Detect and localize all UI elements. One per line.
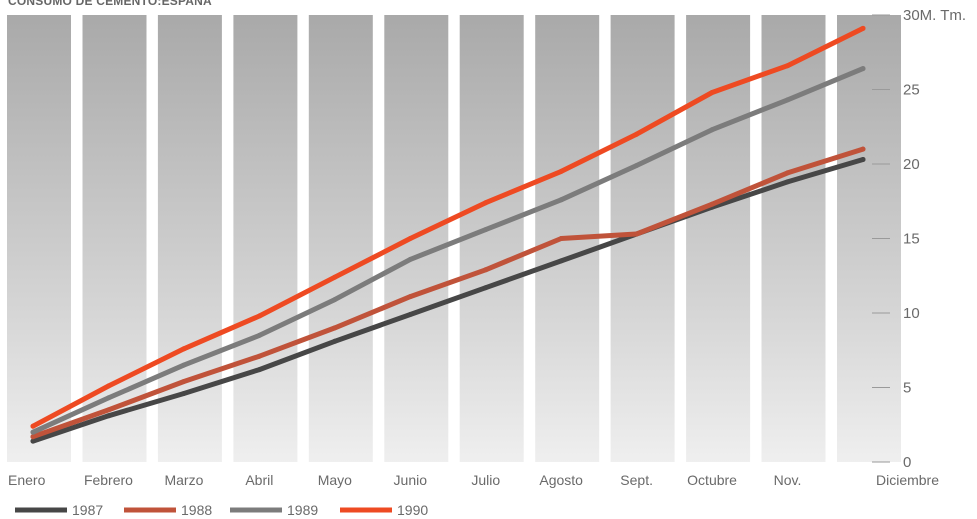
x-axis: Enero Febrero Marzo Abril Mayo Junio Julio Agos… xyxy=(8,472,939,488)
background-band xyxy=(761,15,826,462)
y-tick-label: 5 xyxy=(903,380,911,397)
data-point-1987 xyxy=(558,258,564,264)
data-point-1989 xyxy=(860,66,866,72)
legend-label: 1987 xyxy=(72,502,103,518)
x-tick-label: Junio xyxy=(394,472,428,488)
legend-label: 1989 xyxy=(287,502,318,518)
data-point-1988 xyxy=(332,325,338,331)
data-point-1988 xyxy=(634,231,640,237)
background-band xyxy=(837,15,901,462)
data-point-1988 xyxy=(558,236,564,241)
data-point-1990 xyxy=(181,346,187,352)
data-point-1990 xyxy=(634,131,640,137)
data-point-1988 xyxy=(181,379,187,384)
data-point-1990 xyxy=(860,25,866,31)
data-point-1988 xyxy=(256,353,262,359)
background-band xyxy=(308,15,373,462)
data-point-1988 xyxy=(860,146,866,152)
data-point-1990 xyxy=(407,236,413,241)
x-tick-label: Octubre xyxy=(687,472,737,488)
series-line-1987 xyxy=(30,157,866,444)
series-lines xyxy=(30,25,866,444)
data-point-1988 xyxy=(30,434,36,440)
x-tick-label: Febrero xyxy=(84,472,133,488)
legend: 1987 1988 1989 1990 xyxy=(15,502,428,518)
data-point-1987 xyxy=(106,413,111,419)
data-point-1987 xyxy=(407,312,413,317)
data-point-1989 xyxy=(181,362,187,368)
y-tick-label: 25 xyxy=(903,82,920,99)
data-point-1990 xyxy=(785,63,790,69)
data-point-1989 xyxy=(634,163,640,168)
data-point-1990 xyxy=(558,168,564,174)
data-point-1989 xyxy=(483,227,489,233)
data-point-1988 xyxy=(709,201,715,207)
data-point-1990 xyxy=(256,313,262,319)
series-line-1990 xyxy=(30,25,866,429)
data-point-1988 xyxy=(483,267,489,273)
background-band xyxy=(233,15,298,462)
y-axis: 0 5 10 15 20 25 30M. Tm. xyxy=(872,7,966,471)
x-tick-label: Mayo xyxy=(318,472,352,488)
data-point-1990 xyxy=(709,90,715,95)
legend-label: 1988 xyxy=(181,502,212,518)
x-tick-label: Abril xyxy=(245,472,273,488)
y-tick-label: 15 xyxy=(903,231,920,248)
y-tick-label: 30M. Tm. xyxy=(903,7,966,24)
data-point-1990 xyxy=(332,274,338,280)
x-tick-label: Agosto xyxy=(539,472,583,488)
y-tick-label: 0 xyxy=(903,454,911,471)
background-band xyxy=(384,15,449,462)
data-point-1989 xyxy=(30,429,36,435)
y-tick-label: 10 xyxy=(903,305,920,322)
y-tick-label: 20 xyxy=(903,156,920,173)
data-point-1987 xyxy=(332,338,338,344)
data-point-1988 xyxy=(785,170,790,176)
data-point-1988 xyxy=(106,407,111,413)
data-point-1989 xyxy=(407,256,413,262)
data-point-1989 xyxy=(709,127,715,133)
data-point-1987 xyxy=(860,157,866,162)
data-point-1989 xyxy=(332,297,338,303)
data-point-1989 xyxy=(785,97,790,103)
data-point-1987 xyxy=(181,391,187,396)
x-tick-label: Julio xyxy=(471,472,500,488)
data-point-1987 xyxy=(30,438,36,444)
legend-label: 1990 xyxy=(397,502,428,518)
x-tick-label: Diciembre xyxy=(876,472,939,488)
series-line-1989 xyxy=(30,66,866,435)
data-point-1990 xyxy=(30,423,36,429)
series-line-1988 xyxy=(30,146,866,440)
data-point-1987 xyxy=(256,367,262,373)
data-point-1989 xyxy=(106,395,111,401)
data-point-1987 xyxy=(785,179,790,185)
background-band xyxy=(459,15,524,462)
x-tick-label: Sept. xyxy=(620,472,653,488)
data-point-1988 xyxy=(407,294,413,300)
x-tick-label: Nov. xyxy=(774,472,802,488)
chart-title: CONSUMO DE CEMENTO:ESPAÑA xyxy=(8,0,212,8)
x-tick-label: Marzo xyxy=(164,472,203,488)
data-point-1987 xyxy=(483,285,489,291)
x-tick-label: Enero xyxy=(8,472,46,488)
background-band xyxy=(7,15,71,462)
data-point-1990 xyxy=(483,200,489,206)
background-band xyxy=(157,15,222,462)
data-point-1990 xyxy=(106,383,111,389)
data-point-1989 xyxy=(558,197,564,203)
data-point-1989 xyxy=(256,332,262,338)
